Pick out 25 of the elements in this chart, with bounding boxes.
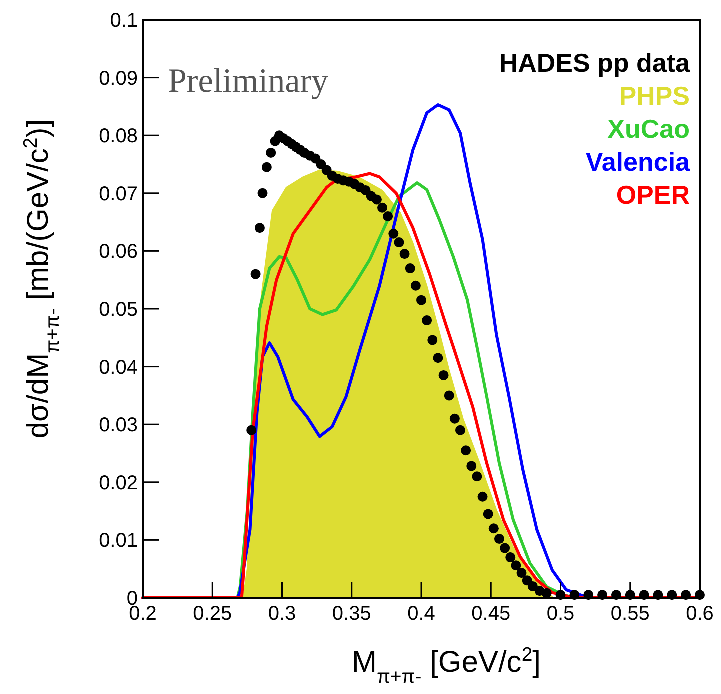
annotation: Preliminary: [168, 63, 329, 100]
x-tick-label: 0.5: [546, 603, 575, 625]
text: HADES pp data: [499, 48, 691, 78]
x-tick-label: 0.35: [332, 603, 372, 625]
x-tick-label: 0.25: [193, 603, 232, 625]
y-tick-label: 0.03: [99, 414, 138, 437]
y-tick-label: 0.01: [99, 530, 138, 552]
y-tick-label: 0.07: [99, 183, 138, 206]
text: XuCao: [608, 114, 690, 144]
y-tick-label: 0.08: [99, 126, 138, 148]
x-tick-label: 0.4: [408, 603, 436, 625]
x-axis-title: M$_{π+π-}$ [GeV/c$^{2}$]: [352, 644, 542, 688]
y-tick-label: 0.1: [110, 10, 138, 32]
x-tick-label: 0.6: [686, 603, 714, 625]
x-tick-label: 0.55: [610, 603, 650, 625]
text: OPER: [616, 180, 690, 210]
y-tick-label: 0.09: [99, 68, 138, 90]
y-tick-label: 0.02: [99, 472, 138, 494]
text: Valencia: [586, 147, 691, 177]
y-tick-label: 0.06: [99, 241, 138, 264]
text: PHPS: [619, 81, 690, 111]
y-tick-label: 0.05: [99, 299, 138, 321]
x-tick-label: 0.3: [268, 603, 296, 625]
y-tick-label: 0.04: [99, 356, 138, 379]
x-tick-label: 0.45: [472, 603, 511, 625]
